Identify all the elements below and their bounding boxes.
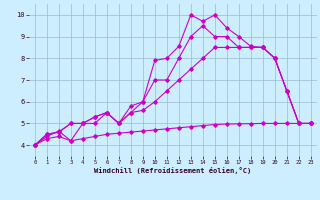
X-axis label: Windchill (Refroidissement éolien,°C): Windchill (Refroidissement éolien,°C) [94,167,252,174]
